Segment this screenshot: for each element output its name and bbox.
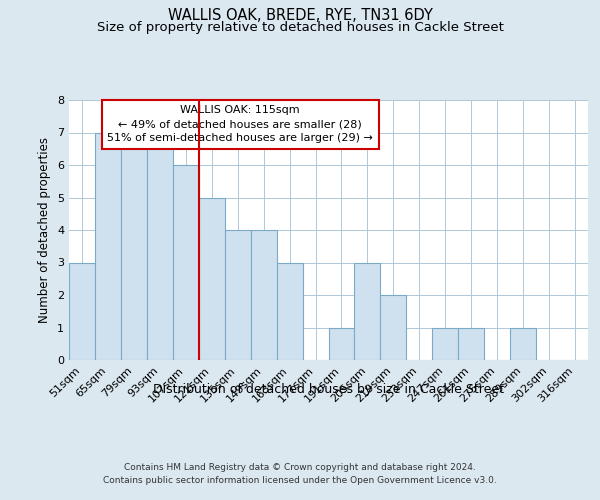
Bar [173,165,199,360]
Bar [69,262,95,360]
Text: WALLIS OAK: 115sqm
← 49% of detached houses are smaller (28)
51% of semi-detache: WALLIS OAK: 115sqm ← 49% of detached hou… [107,105,373,143]
Bar [380,295,406,360]
Bar [355,262,380,360]
Bar [251,230,277,360]
Text: Contains HM Land Registry data © Crown copyright and database right 2024.: Contains HM Land Registry data © Crown c… [124,462,476,471]
Bar [121,132,147,360]
Text: WALLIS OAK, BREDE, RYE, TN31 6DY: WALLIS OAK, BREDE, RYE, TN31 6DY [167,8,433,22]
Text: Distribution of detached houses by size in Cackle Street: Distribution of detached houses by size … [154,382,504,396]
Bar [329,328,355,360]
Y-axis label: Number of detached properties: Number of detached properties [38,137,52,323]
Bar [433,328,458,360]
Bar [458,328,484,360]
Text: Size of property relative to detached houses in Cackle Street: Size of property relative to detached ho… [97,21,503,34]
Bar [510,328,536,360]
Bar [199,198,224,360]
Bar [277,262,302,360]
Bar [95,132,121,360]
Bar [225,230,251,360]
Text: Contains public sector information licensed under the Open Government Licence v3: Contains public sector information licen… [103,476,497,485]
Bar [147,132,173,360]
